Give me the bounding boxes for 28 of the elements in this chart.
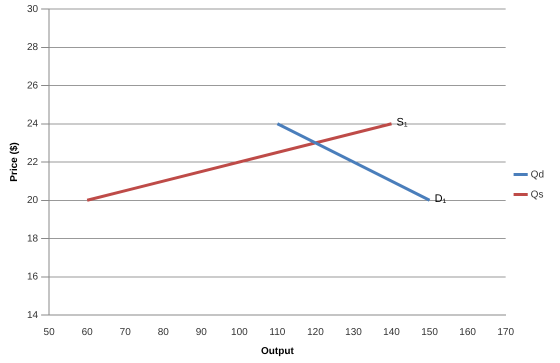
x-tick-label: 100 xyxy=(231,326,248,338)
legend-label: Qs xyxy=(530,189,544,200)
annotation: D₁ xyxy=(434,192,447,205)
y-tick-label: 28 xyxy=(27,42,39,53)
y-tick-label: 20 xyxy=(27,195,39,206)
x-tick-label: 140 xyxy=(383,326,400,338)
x-tick-label: 50 xyxy=(44,326,56,338)
x-tick-label: 80 xyxy=(158,326,170,338)
x-tick-label: 70 xyxy=(120,326,132,338)
y-tick-label: 24 xyxy=(27,118,39,130)
x-tick-label: 90 xyxy=(196,326,208,338)
x-tick-label: 160 xyxy=(459,326,476,338)
x-tick-label: 130 xyxy=(345,326,362,338)
x-tick-label: 60 xyxy=(82,326,94,338)
x-tick-label: 120 xyxy=(307,326,324,338)
x-tick-label: 170 xyxy=(497,326,514,338)
y-tick-label: 16 xyxy=(27,272,39,282)
y-tick-label: 26 xyxy=(27,80,39,92)
y-tick-label: 18 xyxy=(27,233,39,244)
y-axis-title: Price ($) xyxy=(8,142,20,182)
y-tick-label: 22 xyxy=(27,156,39,168)
x-tick-label: 150 xyxy=(421,326,438,338)
x-axis-title: Output xyxy=(261,346,294,357)
legend-label: Qd xyxy=(530,169,544,180)
x-tick-label: 110 xyxy=(269,326,286,338)
annotation: S₁ xyxy=(396,116,408,128)
y-tick-label: 14 xyxy=(27,310,39,321)
y-tick-label: 30 xyxy=(27,4,39,15)
